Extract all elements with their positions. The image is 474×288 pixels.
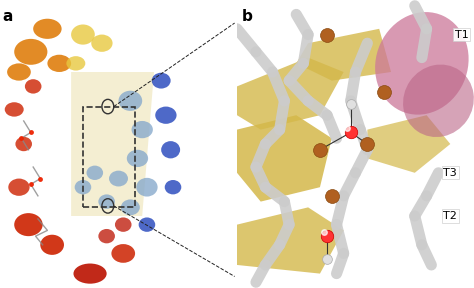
Ellipse shape xyxy=(161,141,180,158)
Ellipse shape xyxy=(33,19,62,39)
Ellipse shape xyxy=(99,194,115,209)
Text: b: b xyxy=(242,9,253,24)
Ellipse shape xyxy=(40,235,64,255)
Ellipse shape xyxy=(86,166,103,180)
Ellipse shape xyxy=(118,91,142,111)
Ellipse shape xyxy=(131,121,153,138)
Polygon shape xyxy=(237,58,344,130)
Polygon shape xyxy=(367,115,450,173)
Ellipse shape xyxy=(121,199,140,215)
Ellipse shape xyxy=(14,39,47,65)
Ellipse shape xyxy=(66,56,85,71)
Ellipse shape xyxy=(7,63,31,81)
Ellipse shape xyxy=(165,180,181,194)
Ellipse shape xyxy=(15,137,32,151)
Ellipse shape xyxy=(25,79,42,94)
Ellipse shape xyxy=(138,217,155,232)
Ellipse shape xyxy=(99,229,115,243)
Text: a: a xyxy=(2,9,13,24)
Ellipse shape xyxy=(137,178,157,197)
Ellipse shape xyxy=(115,217,131,232)
Ellipse shape xyxy=(127,150,148,167)
Bar xyxy=(83,107,135,207)
Ellipse shape xyxy=(71,24,95,45)
Polygon shape xyxy=(71,72,154,216)
Ellipse shape xyxy=(14,213,43,236)
Text: T3: T3 xyxy=(443,168,457,178)
Text: T2: T2 xyxy=(443,211,457,221)
Ellipse shape xyxy=(375,12,469,115)
Ellipse shape xyxy=(403,65,474,137)
Text: T1: T1 xyxy=(455,30,469,39)
Ellipse shape xyxy=(47,55,71,72)
Polygon shape xyxy=(296,29,391,81)
Polygon shape xyxy=(237,207,344,274)
Ellipse shape xyxy=(74,180,91,194)
Ellipse shape xyxy=(91,35,112,52)
Ellipse shape xyxy=(73,264,107,284)
Polygon shape xyxy=(237,115,332,202)
Ellipse shape xyxy=(111,244,135,263)
Ellipse shape xyxy=(155,107,176,124)
Ellipse shape xyxy=(5,102,24,117)
Ellipse shape xyxy=(152,73,171,89)
Ellipse shape xyxy=(109,170,128,187)
Ellipse shape xyxy=(9,179,29,196)
